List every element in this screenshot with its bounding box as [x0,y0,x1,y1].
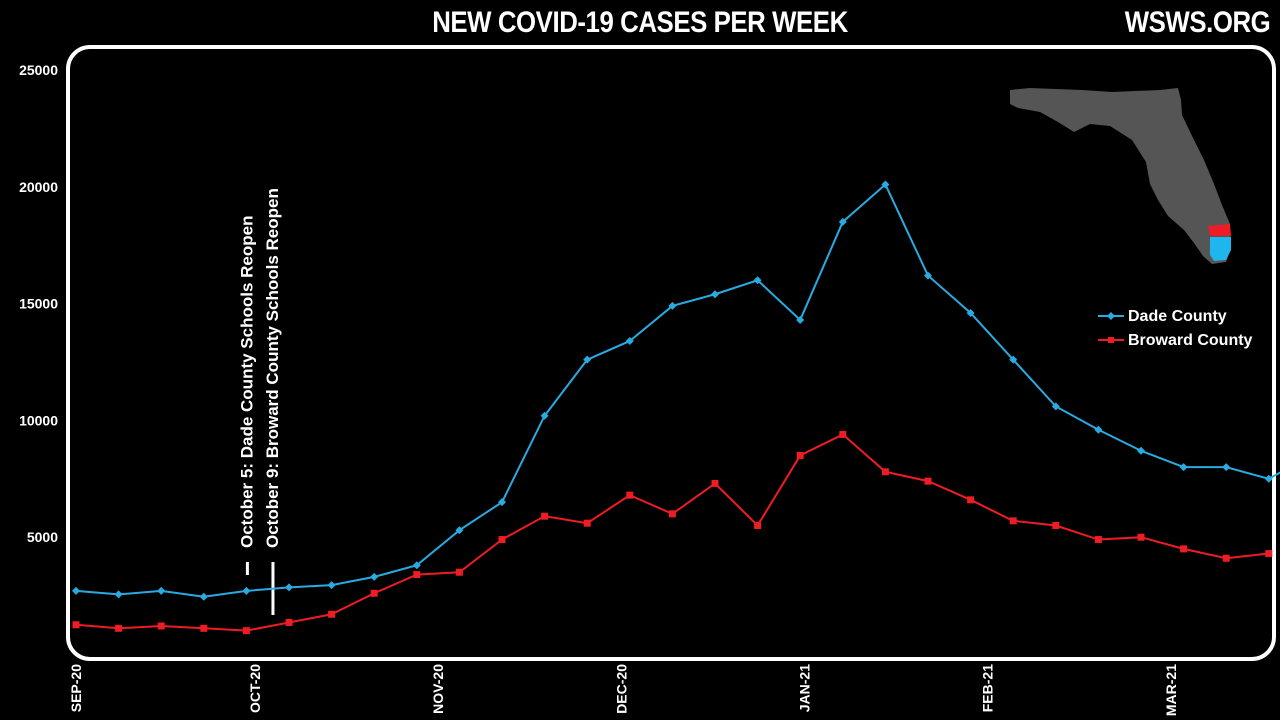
data-point-broward [455,568,463,576]
x-tick-label: SEP-20 [68,664,84,712]
broward-county-shape [1208,224,1231,236]
data-point-broward [1265,550,1273,558]
data-point-broward [1137,533,1145,541]
y-tick-label: 15000 [19,296,58,312]
data-point-broward [157,622,165,630]
data-point-dade [1179,463,1188,472]
data-point-dade [114,590,123,599]
data-point-broward [328,610,336,618]
data-point-dade [199,592,208,601]
data-point-dade [924,271,932,280]
data-point-dade [1051,402,1060,411]
data-point-dade [1009,355,1018,364]
data-point-broward [1009,517,1017,525]
data-point-broward [285,618,293,626]
data-point-broward [72,621,80,629]
data-point-broward [626,491,634,499]
data-point-broward [967,496,975,504]
y-axis: 5000 10000 15000 20000 25000 [19,62,58,545]
data-point-broward [498,536,506,544]
series-layer [72,180,1280,635]
x-tick-label: JAN-21 [796,664,812,712]
data-point-dade [242,586,251,595]
data-point-broward [924,477,932,485]
data-point-broward [1180,545,1188,553]
data-point-broward [115,624,123,632]
data-point-dade [625,336,634,345]
x-tick-label: NOV-20 [430,664,446,714]
x-tick-label: MAR-21 [1163,664,1179,716]
data-point-broward [839,430,847,438]
data-point-dade [881,180,890,189]
data-point-broward [1222,554,1230,562]
data-point-broward [1052,522,1060,530]
data-point-broward [370,589,378,597]
data-point-dade [285,583,293,592]
data-point-broward [200,624,208,632]
data-point-dade [1094,425,1103,434]
data-point-broward [541,512,549,520]
data-point-dade [1222,463,1231,472]
x-tick-label: FEB-21 [980,664,996,712]
data-point-dade [753,276,762,285]
data-point-dade [838,217,847,226]
y-tick-label: 25000 [19,62,58,78]
legend-label-broward: Broward County [1128,332,1253,349]
annotation-text: October 5: Dade County Schools Reopen [237,215,256,548]
legend: Dade County Broward County [1098,308,1253,349]
legend-label-dade: Dade County [1128,308,1227,325]
data-point-broward [881,468,889,476]
data-point-dade [327,581,336,590]
florida-state-shape [1010,88,1231,264]
dade-county-shape [1210,237,1231,261]
data-point-dade [498,498,506,507]
data-point-dade [157,586,166,595]
y-tick-label: 5000 [27,529,58,545]
plot-frame [66,45,1276,661]
data-point-broward [796,451,804,459]
legend-marker-dade [1107,312,1115,320]
data-point-broward [1094,536,1102,544]
series-line-dade [75,182,1280,598]
florida-map [1010,88,1231,264]
data-point-broward [754,522,762,530]
x-tick-label: OCT-20 [247,664,263,713]
brand-label: WSWS.ORG [1124,6,1270,39]
data-point-dade [72,586,80,595]
y-tick-label: 10000 [19,412,58,428]
data-point-dade [1264,474,1273,483]
data-point-dade [412,561,421,570]
data-point-broward [711,479,719,487]
data-point-dade [370,572,379,581]
data-point-dade [668,301,677,310]
data-point-dade [966,308,975,317]
data-point-dade [583,355,592,364]
data-point-broward [242,627,250,635]
annotation-text: October 9: Broward County Schools Reopen [263,188,282,548]
data-point-broward [583,519,591,527]
data-point-dade [711,290,719,299]
data-point-dade [1137,446,1145,455]
x-tick-label: DEC-20 [613,664,629,714]
legend-marker-broward [1108,337,1114,343]
data-point-dade [540,411,549,420]
data-point-broward [413,571,421,579]
chart-title: NEW COVID-19 CASES PER WEEK [432,6,848,39]
data-point-dade [455,526,464,535]
data-point-dade [796,315,805,324]
data-point-broward [668,510,676,518]
x-axis: SEP-20 OCT-20 NOV-20 DEC-20 JAN-21 FEB-21 MAR-… [68,664,1179,716]
annotations: October 5: Dade County Schools Reopen Oct… [237,188,282,615]
y-tick-label: 20000 [19,179,58,195]
